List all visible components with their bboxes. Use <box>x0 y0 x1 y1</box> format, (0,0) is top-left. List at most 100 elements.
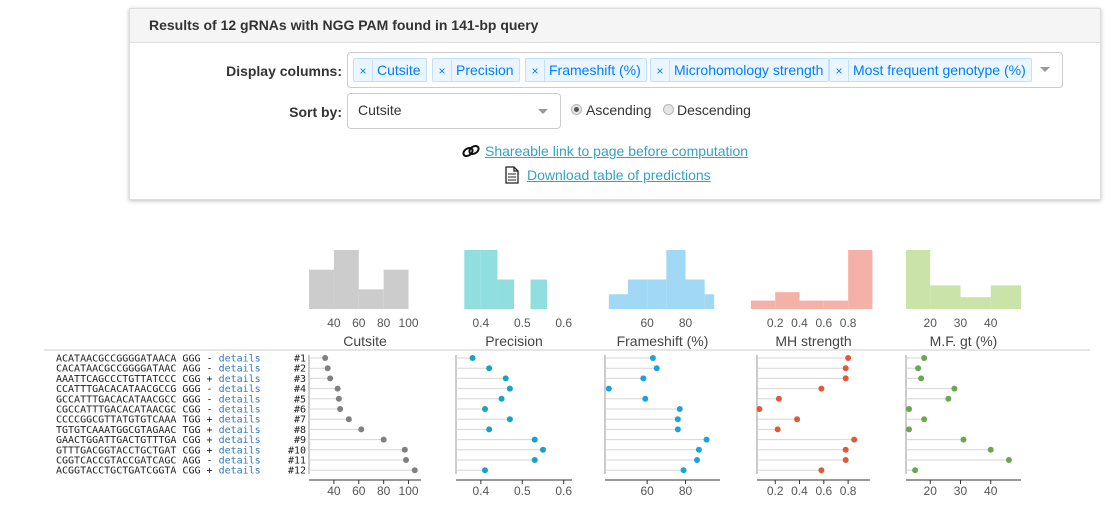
details-link[interactable]: details <box>219 384 261 395</box>
data-point <box>906 426 913 433</box>
data-point <box>605 385 612 392</box>
bottom-tick-label: 0.4 <box>473 484 490 498</box>
bottom-tick-label: 0.6 <box>815 484 832 498</box>
grna-sequence: CACATAACGCCGGGGATAAC AGG - <box>56 364 219 375</box>
ascending-radio[interactable] <box>571 104 582 115</box>
sequence-row: GTTTGACGGTACCTGCTGAT CGG + details <box>56 445 261 456</box>
bottom-tick-label: 40 <box>327 484 341 498</box>
bottom-tick-label: 20 <box>924 484 938 498</box>
data-point <box>945 395 952 402</box>
display-columns-select[interactable]: × Cutsite × Precision × Frameshift (%) × Mic… <box>347 52 1063 88</box>
data-point <box>694 457 700 463</box>
grna-sequence: GAACTGGATTGACTGTTTGA CGG + <box>56 435 219 446</box>
panel-title: Precision <box>485 333 543 349</box>
details-link[interactable]: details <box>219 394 261 405</box>
histogram-bar <box>608 294 628 309</box>
histogram-bar <box>906 250 931 309</box>
data-point <box>703 436 710 443</box>
grna-sequence: ACGGTACCTGCTGATCGGTA CGG + <box>56 466 219 477</box>
histogram-bar <box>685 279 705 309</box>
details-link[interactable]: details <box>219 374 261 385</box>
remove-precision-icon[interactable]: × <box>433 60 452 82</box>
grna-id: #11 <box>288 456 306 467</box>
chip-cutsite[interactable]: × Cutsite <box>353 58 427 82</box>
data-point <box>401 446 408 453</box>
data-point <box>358 426 365 433</box>
sort-by-select[interactable]: Cutsite <box>347 93 561 129</box>
details-link[interactable]: details <box>219 364 261 375</box>
chip-frameshift[interactable]: × Frameshift (%) <box>525 58 647 82</box>
download-link[interactable]: Download table of predictions <box>527 167 711 183</box>
bottom-tick-label: 0.5 <box>514 484 531 498</box>
bottom-tick-label: 60 <box>640 484 654 498</box>
details-link[interactable]: details <box>219 435 261 446</box>
chevron-down-icon[interactable] <box>1040 67 1050 72</box>
details-link[interactable]: details <box>219 415 261 426</box>
bottom-tick-label: 80 <box>679 484 693 498</box>
hist-tick-label: 0.5 <box>514 316 531 330</box>
data-point <box>482 467 488 474</box>
histogram-bar <box>383 269 409 309</box>
chip-most-frequent-genotype[interactable]: × Most frequent genotype (%) <box>829 58 1032 82</box>
remove-cutsite-icon[interactable]: × <box>354 60 373 82</box>
details-link[interactable]: details <box>219 354 261 365</box>
ascending-label[interactable]: Ascending <box>586 102 652 118</box>
data-point <box>649 355 656 361</box>
histogram-bar <box>464 250 481 309</box>
data-point <box>345 416 352 423</box>
data-point <box>921 355 928 361</box>
grna-sequence: CGGTCACCGTACCGATCAGC AGG - <box>56 456 219 467</box>
data-point <box>842 375 849 382</box>
details-link[interactable]: details <box>219 405 261 416</box>
grna-id: #1 <box>294 354 306 365</box>
data-point <box>531 457 538 463</box>
data-point <box>842 446 849 453</box>
grna-id: #6 <box>294 405 306 416</box>
bottom-tick-label: 100 <box>399 484 419 498</box>
data-point <box>506 416 513 423</box>
details-link[interactable]: details <box>219 425 261 436</box>
grna-id: #5 <box>294 394 306 405</box>
hist-tick-label: 60 <box>640 316 654 330</box>
hist-tick-label: 60 <box>352 316 366 330</box>
bottom-tick-label: 0.8 <box>840 484 857 498</box>
panel-title: MH strength <box>775 333 851 349</box>
display-columns-label: Display columns: <box>226 63 342 79</box>
data-point <box>486 426 493 433</box>
hist-tick-label: 0.6 <box>815 316 832 330</box>
shareable-link[interactable]: Shareable link to page before computatio… <box>485 143 749 159</box>
chip-precision[interactable]: × Precision <box>432 58 520 82</box>
data-point <box>653 365 660 372</box>
data-point <box>987 446 994 453</box>
bottom-tick-label: 40 <box>984 484 998 498</box>
details-link[interactable]: details <box>219 445 261 456</box>
details-link[interactable]: details <box>219 466 261 477</box>
bottom-tick-label: 0.6 <box>555 484 572 498</box>
sequence-row: CGCCATTTGACACATAACGC CGG - details <box>56 405 261 416</box>
bottom-tick-label: 30 <box>954 484 968 498</box>
sort-by-label: Sort by: <box>289 104 342 120</box>
data-point <box>324 365 331 372</box>
data-point <box>482 406 488 412</box>
histogram-bar <box>647 279 667 309</box>
sequence-row: CACATAACGCCGGGGATAAC AGG - details <box>56 364 261 375</box>
document-icon[interactable] <box>504 166 520 184</box>
remove-microhomology-icon[interactable]: × <box>651 60 670 82</box>
data-point <box>918 375 925 382</box>
data-point <box>842 365 849 372</box>
chip-microhomology[interactable]: × Microhomology strength <box>650 58 830 82</box>
bottom-tick-label: 60 <box>352 484 366 498</box>
remove-genotype-icon[interactable]: × <box>830 60 849 82</box>
data-point <box>334 385 341 392</box>
link-icon[interactable] <box>461 144 481 158</box>
remove-frameshift-icon[interactable]: × <box>526 60 545 82</box>
descending-radio[interactable] <box>663 104 674 115</box>
data-point <box>531 436 538 443</box>
details-link[interactable]: details <box>219 456 261 467</box>
data-point <box>680 467 687 474</box>
chevron-down-icon[interactable] <box>538 109 548 114</box>
histogram-bar <box>848 250 873 309</box>
data-point <box>912 467 919 474</box>
histogram-bar <box>666 250 686 309</box>
descending-label[interactable]: Descending <box>677 102 751 118</box>
